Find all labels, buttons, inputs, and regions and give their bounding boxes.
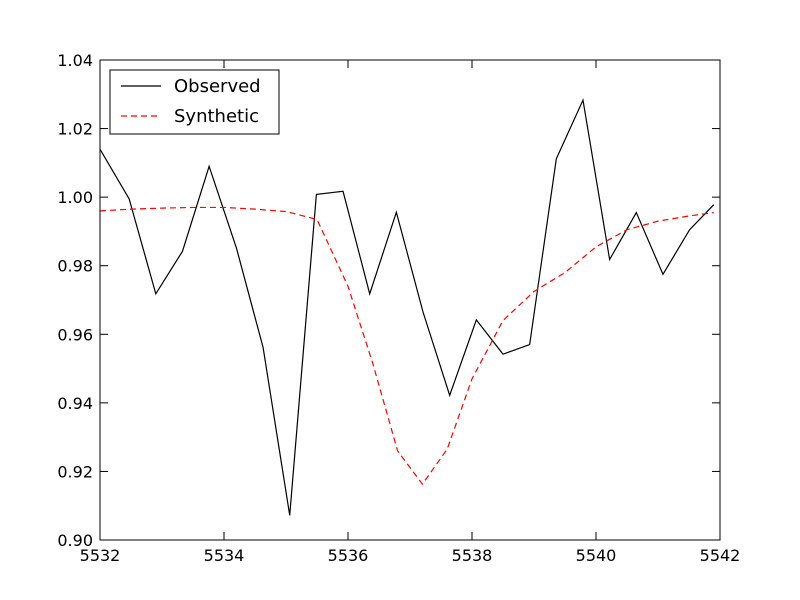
y-tick-label: 1.00 [57,188,93,207]
plot-frame [99,59,721,541]
y-tick-label: 0.98 [57,257,93,276]
legend-box [109,69,280,135]
x-tick-label: 5534 [204,546,245,565]
series-layer [99,98,715,516]
x-tick-label: 5532 [80,546,121,565]
series-line-synthetic [99,206,714,486]
x-tick-label: 5540 [576,546,617,565]
x-tick-label: 5542 [700,546,741,565]
y-tick-label: 0.96 [57,325,93,344]
x-tick-label: 5538 [452,546,493,565]
plot-background [100,60,720,540]
y-tick-label: 0.92 [57,462,93,481]
y-tick-label: 0.94 [57,394,93,413]
y-tick-label: 0.90 [57,531,93,550]
y-tick-label: 1.02 [57,120,93,139]
legend: Observed Synthetic [109,69,280,135]
ticks-layer: 5532 5534 5536 5538 5540 5542 0.90 0.92 0.94 0.96… [57,51,740,565]
legend-label-observed: Observed [174,76,261,97]
y-tick-label: 1.04 [57,51,93,70]
series-line-observed [99,98,715,516]
x-tick-label: 5536 [328,546,369,565]
legend-label-synthetic: Synthetic [174,106,259,127]
